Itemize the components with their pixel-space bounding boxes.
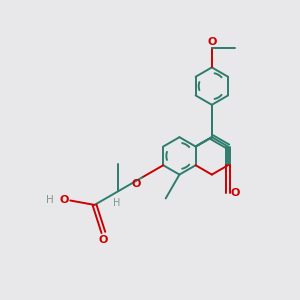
Text: O: O (230, 188, 240, 198)
Text: O: O (132, 178, 141, 189)
Text: H: H (46, 195, 54, 205)
Text: H: H (113, 198, 121, 208)
Text: O: O (99, 236, 108, 245)
Text: O: O (207, 37, 217, 47)
Text: O: O (60, 195, 69, 205)
